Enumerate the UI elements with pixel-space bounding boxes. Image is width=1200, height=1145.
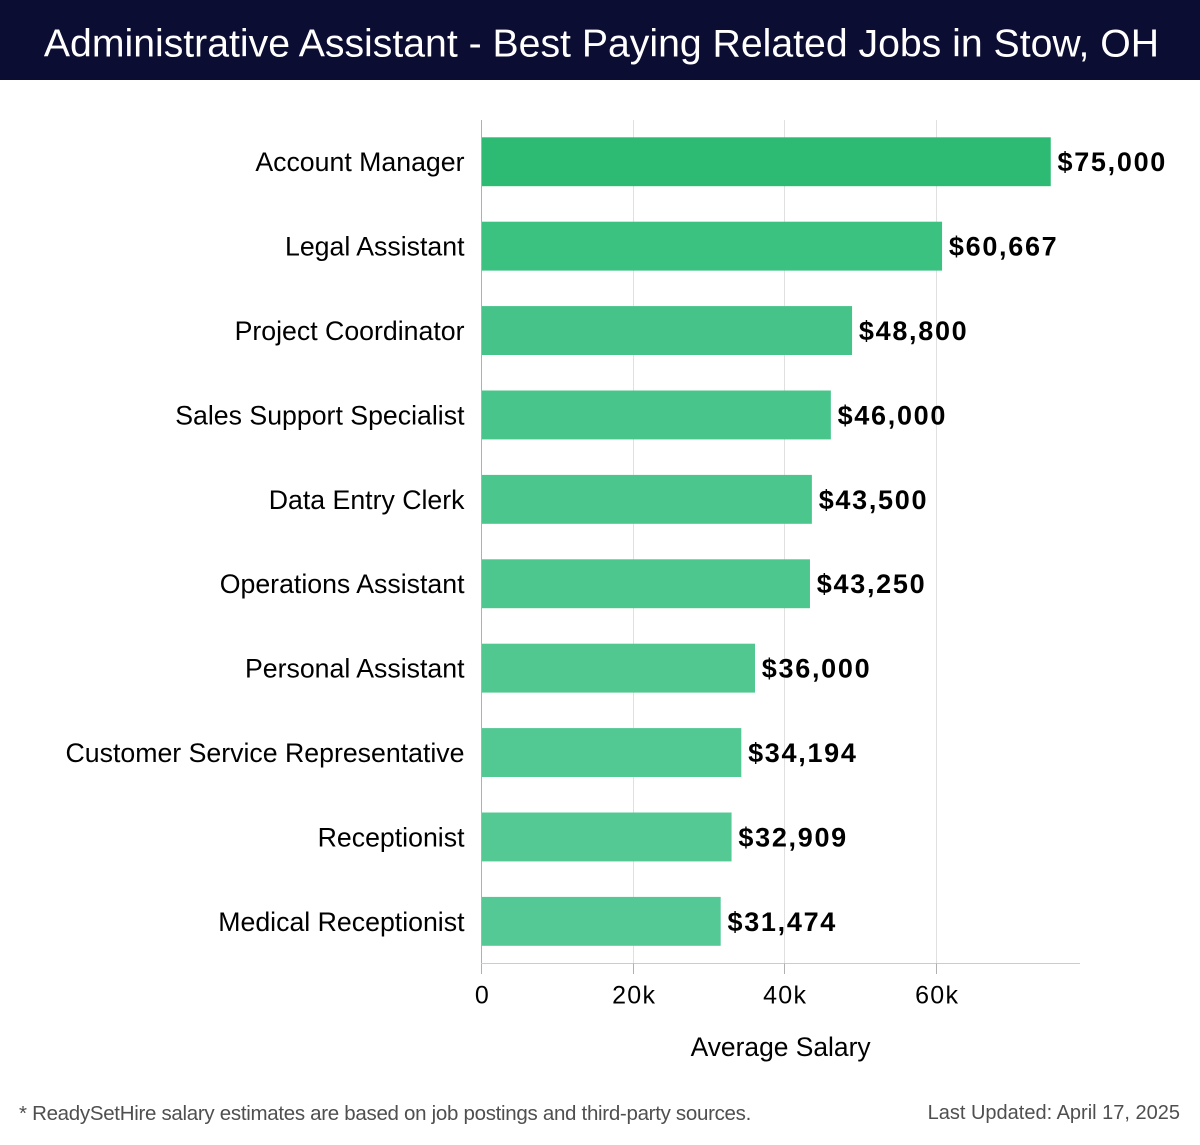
svg-text:$48,800: $48,800 bbox=[859, 316, 969, 346]
svg-text:Project Coordinator: Project Coordinator bbox=[235, 316, 465, 346]
svg-text:20k: 20k bbox=[612, 982, 656, 1010]
svg-text:Average Salary: Average Salary bbox=[691, 1032, 872, 1062]
svg-text:Receptionist: Receptionist bbox=[318, 823, 465, 853]
svg-text:$31,474: $31,474 bbox=[728, 907, 838, 937]
svg-text:Medical Receptionist: Medical Receptionist bbox=[218, 907, 465, 937]
svg-text:$43,500: $43,500 bbox=[819, 485, 929, 515]
svg-text:Customer Service Representativ: Customer Service Representative bbox=[66, 738, 465, 768]
svg-text:Last Updated: April 17, 2025: Last Updated: April 17, 2025 bbox=[928, 1102, 1180, 1124]
svg-text:Legal Assistant: Legal Assistant bbox=[285, 232, 465, 262]
svg-text:40k: 40k bbox=[763, 982, 807, 1010]
svg-text:$36,000: $36,000 bbox=[762, 654, 872, 684]
svg-text:Account Manager: Account Manager bbox=[255, 147, 464, 177]
svg-text:Sales Support Specialist: Sales Support Specialist bbox=[175, 401, 465, 431]
svg-text:* ReadySetHire salary estimate: * ReadySetHire salary estimates are base… bbox=[19, 1102, 751, 1125]
svg-text:Operations Assistant: Operations Assistant bbox=[220, 569, 465, 599]
svg-text:$32,909: $32,909 bbox=[738, 823, 848, 853]
svg-text:0: 0 bbox=[475, 982, 489, 1010]
svg-text:Administrative Assistant - Bes: Administrative Assistant - Best Paying R… bbox=[44, 23, 1159, 66]
svg-text:$60,667: $60,667 bbox=[949, 232, 1059, 262]
svg-text:$75,000: $75,000 bbox=[1058, 147, 1168, 177]
svg-text:$34,194: $34,194 bbox=[748, 738, 858, 768]
svg-text:Data Entry Clerk: Data Entry Clerk bbox=[269, 485, 465, 515]
svg-text:60k: 60k bbox=[915, 982, 959, 1010]
svg-text:$43,250: $43,250 bbox=[817, 569, 927, 599]
svg-text:Personal Assistant: Personal Assistant bbox=[245, 654, 465, 684]
svg-text:$46,000: $46,000 bbox=[838, 401, 948, 431]
